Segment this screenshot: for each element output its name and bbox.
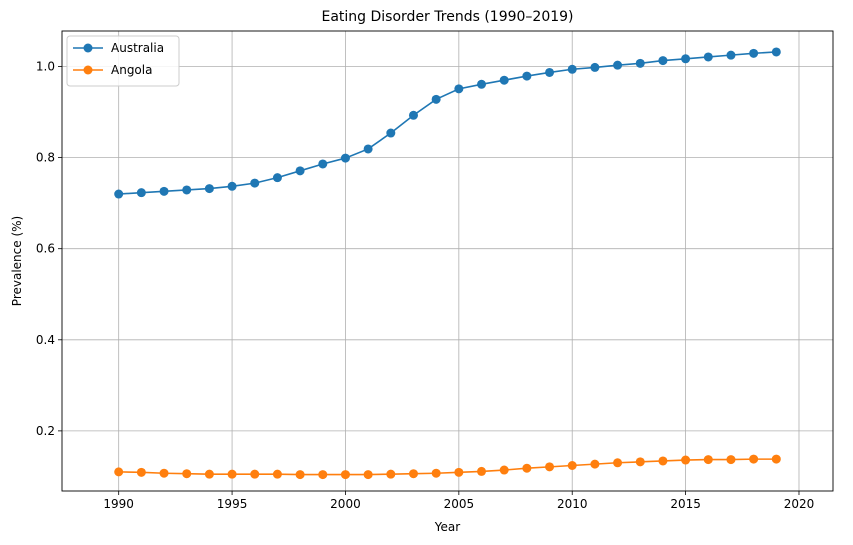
data-point-australia [749, 48, 759, 58]
data-point-angola [590, 459, 600, 469]
data-point-angola [703, 455, 713, 465]
data-point-australia [499, 75, 509, 85]
data-point-angola [431, 468, 441, 478]
data-point-angola [227, 469, 237, 479]
data-point-angola [658, 456, 668, 466]
data-point-australia [363, 144, 373, 154]
data-point-australia [227, 181, 237, 191]
x-axis-ticks: 1990 1995 2000 2005 2010 2015 2020 [103, 491, 814, 511]
data-point-australia [159, 186, 169, 196]
data-point-australia [114, 189, 124, 199]
data-point-angola [454, 467, 464, 477]
data-point-australia [454, 84, 464, 94]
data-point-angola [545, 462, 555, 472]
chart-title: Eating Disorder Trends (1990–2019) [322, 9, 574, 25]
data-point-australia [340, 153, 350, 163]
y-axis-ticks: 0.2 0.4 0.6 0.8 1.0 [36, 60, 62, 438]
y-tick-label: 0.6 [36, 242, 55, 256]
data-point-australia [272, 173, 282, 183]
data-point-angola [363, 470, 373, 480]
series-angola [114, 454, 781, 480]
data-point-angola [340, 470, 350, 480]
data-point-angola [114, 467, 124, 477]
grid [62, 31, 833, 491]
data-point-angola [386, 469, 396, 479]
data-point-angola [159, 468, 169, 478]
data-point-australia [295, 166, 305, 176]
data-point-australia [386, 128, 396, 138]
data-point-angola [499, 465, 509, 475]
x-tick-label: 1990 [103, 497, 134, 511]
data-point-angola [272, 469, 282, 479]
legend: Australia Angola [66, 35, 180, 87]
y-tick-label: 0.4 [36, 333, 55, 347]
data-point-angola [522, 463, 532, 473]
legend-marker-angola [83, 65, 93, 75]
data-point-angola [204, 469, 214, 479]
data-point-australia [318, 159, 328, 169]
legend-label-australia: Australia [111, 41, 164, 55]
data-point-australia [726, 50, 736, 60]
legend-label-angola: Angola [111, 63, 152, 77]
legend-marker-australia [83, 43, 93, 53]
data-point-australia [545, 67, 555, 77]
x-tick-label: 1995 [217, 497, 248, 511]
data-point-australia [567, 64, 577, 74]
data-point-australia [431, 94, 441, 104]
data-point-australia [703, 52, 713, 62]
y-tick-label: 0.2 [36, 424, 55, 438]
data-point-angola [613, 458, 623, 468]
plot-area-frame [61, 30, 834, 492]
x-tick-label: 2015 [670, 497, 701, 511]
legend-items: Australia Angola [73, 41, 164, 77]
data-point-australia [204, 184, 214, 194]
x-tick-label: 2020 [784, 497, 815, 511]
data-point-angola [477, 466, 487, 476]
data-point-angola [681, 455, 691, 465]
data-point-angola [136, 467, 146, 477]
data-point-angola [182, 469, 192, 479]
series-australia [114, 47, 781, 199]
data-point-angola [318, 470, 328, 480]
data-point-australia [182, 185, 192, 195]
data-point-australia [136, 188, 146, 198]
data-point-australia [590, 62, 600, 72]
data-point-angola [408, 469, 418, 479]
series-line-angola [118, 458, 777, 476]
data-point-angola [726, 455, 736, 465]
data-point-australia [522, 71, 532, 81]
x-axis-label: Year [434, 520, 460, 534]
data-point-australia [613, 60, 623, 70]
x-tick-label: 2005 [444, 497, 475, 511]
x-tick-label: 2000 [330, 497, 361, 511]
data-point-angola [749, 454, 759, 464]
y-tick-label: 1.0 [36, 60, 55, 74]
data-point-australia [658, 56, 668, 66]
series-layer [114, 47, 781, 480]
x-tick-label: 2010 [557, 497, 588, 511]
data-point-australia [681, 54, 691, 64]
data-point-angola [635, 457, 645, 467]
data-point-angola [567, 460, 577, 470]
data-point-angola [250, 469, 260, 479]
y-tick-label: 0.8 [36, 151, 55, 165]
data-point-angola [771, 454, 781, 464]
data-point-australia [477, 79, 487, 89]
data-point-australia [771, 47, 781, 57]
data-point-australia [635, 58, 645, 68]
series-line-australia [118, 51, 777, 195]
data-point-angola [295, 470, 305, 480]
data-point-australia [408, 110, 418, 120]
y-axis-label: Prevalence (%) [10, 216, 24, 306]
data-point-australia [250, 178, 260, 188]
